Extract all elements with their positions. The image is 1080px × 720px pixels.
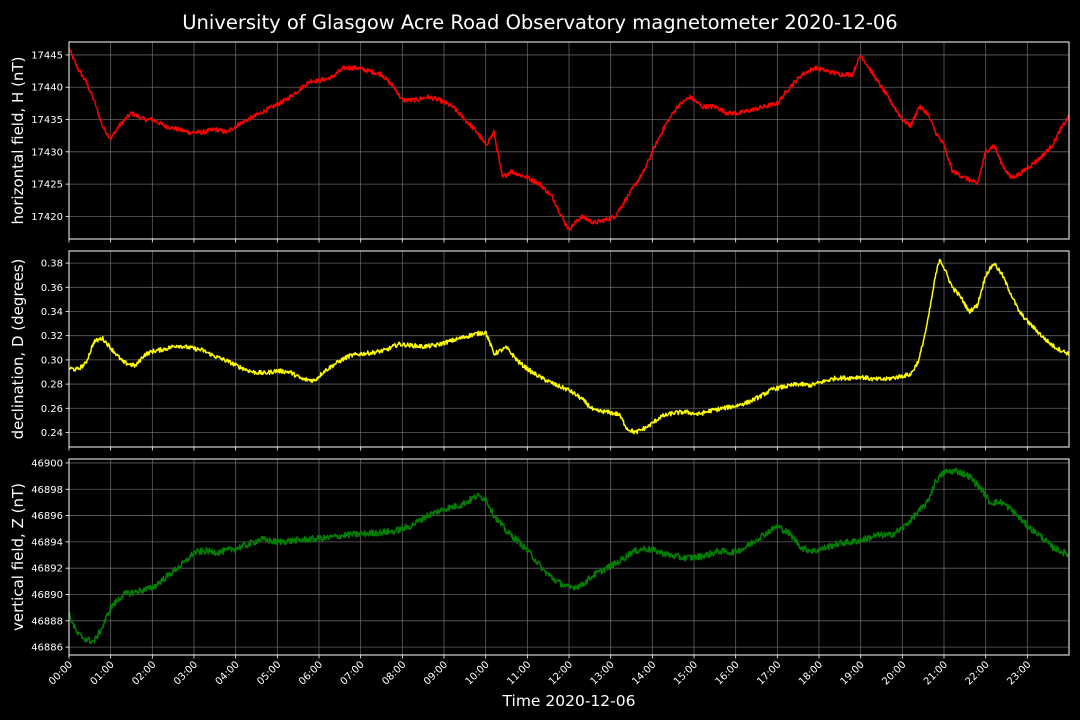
y-tick-label: 46896 bbox=[31, 511, 63, 522]
x-tick-label: 02:00 bbox=[130, 659, 158, 687]
x-tick-label: 06:00 bbox=[297, 659, 325, 687]
plot-frame bbox=[68, 250, 1070, 448]
panel-D: 0.24 0.26 0.28 0.30 0.32 0.34 0.36 0.38 declinat… bbox=[9, 250, 1070, 451]
x-tick-label: 08:00 bbox=[380, 659, 408, 687]
y-tick-label: 46894 bbox=[31, 537, 63, 548]
series-line-H bbox=[68, 47, 1070, 231]
x-tick-label: 00:00 bbox=[47, 659, 75, 687]
x-tick-label: 16:00 bbox=[714, 659, 742, 687]
panel-H: 17420 17425 17430 17435 17440 17445 horizontal… bbox=[9, 41, 1070, 243]
x-tick-label: 12:00 bbox=[547, 659, 575, 687]
x-axis-tick-labels: 00:00 01:00 02:00 03:00 04:00 05:00 06:00 07:00… bbox=[47, 659, 1033, 687]
chart-panels: 17420 17425 17430 17435 17440 17445 horizontal… bbox=[9, 41, 1070, 659]
x-tick-label: 05:00 bbox=[255, 659, 283, 687]
y-tick-label: 0.28 bbox=[41, 380, 63, 391]
x-tick-label: 23:00 bbox=[1005, 659, 1033, 687]
x-tick-label: 09:00 bbox=[422, 659, 450, 687]
y-tick-label: 17425 bbox=[31, 180, 63, 191]
x-tick-label: 03:00 bbox=[172, 659, 200, 687]
y-tick-label: 0.24 bbox=[41, 428, 63, 439]
x-tick-label: 20:00 bbox=[880, 659, 908, 687]
series-line-D bbox=[68, 258, 1070, 435]
y-tick-label: 0.26 bbox=[41, 404, 63, 415]
y-tick-label: 46892 bbox=[31, 564, 63, 575]
x-tick-label: 11:00 bbox=[505, 659, 533, 687]
y-tick-label: 46888 bbox=[31, 616, 63, 627]
y-tick-label: 17445 bbox=[31, 50, 63, 61]
y-tick-label: 17430 bbox=[31, 147, 63, 158]
y-tick-label: 46886 bbox=[31, 643, 63, 654]
y-tick-label: 0.38 bbox=[41, 259, 63, 270]
y-axis-label-H: horizontal field, H (nT) bbox=[9, 57, 27, 225]
y-tick-label: 17420 bbox=[31, 212, 63, 223]
y-axis-label-D: declination, D (degrees) bbox=[9, 259, 27, 440]
plot-frame bbox=[68, 458, 1070, 656]
y-tick-label: 46898 bbox=[31, 485, 63, 496]
x-tick-label: 10:00 bbox=[464, 659, 492, 687]
x-tick-label: 04:00 bbox=[214, 659, 242, 687]
series-line-Z bbox=[68, 467, 1070, 645]
x-axis-label: Time 2020-12-06 bbox=[502, 692, 636, 710]
chart-title: University of Glasgow Acre Road Observat… bbox=[182, 11, 897, 34]
y-tick-label: 0.34 bbox=[41, 307, 63, 318]
y-tick-label: 17435 bbox=[31, 115, 63, 126]
x-tick-label: 19:00 bbox=[839, 659, 867, 687]
x-tick-label: 13:00 bbox=[589, 659, 617, 687]
y-tick-label: 0.36 bbox=[41, 283, 63, 294]
x-tick-label: 07:00 bbox=[339, 659, 367, 687]
plot-frame bbox=[68, 41, 1070, 240]
x-tick-label: 14:00 bbox=[630, 659, 658, 687]
y-tick-label: 46890 bbox=[31, 590, 63, 601]
y-tick-label: 17440 bbox=[31, 83, 63, 94]
x-tick-label: 01:00 bbox=[89, 659, 117, 687]
x-tick-label: 18:00 bbox=[797, 659, 825, 687]
x-tick-label: 17:00 bbox=[755, 659, 783, 687]
y-axis-label-Z: vertical field, Z (nT) bbox=[9, 483, 27, 631]
x-tick-label: 22:00 bbox=[964, 659, 992, 687]
y-tick-label: 0.32 bbox=[41, 331, 63, 342]
x-tick-label: 21:00 bbox=[922, 659, 950, 687]
panel-Z: 46886 46888 46890 46892 46894 46896 46898 46900… bbox=[9, 458, 1070, 659]
x-tick-label: 15:00 bbox=[672, 659, 700, 687]
y-tick-label: 0.30 bbox=[41, 355, 63, 366]
y-tick-label: 46900 bbox=[31, 458, 63, 469]
